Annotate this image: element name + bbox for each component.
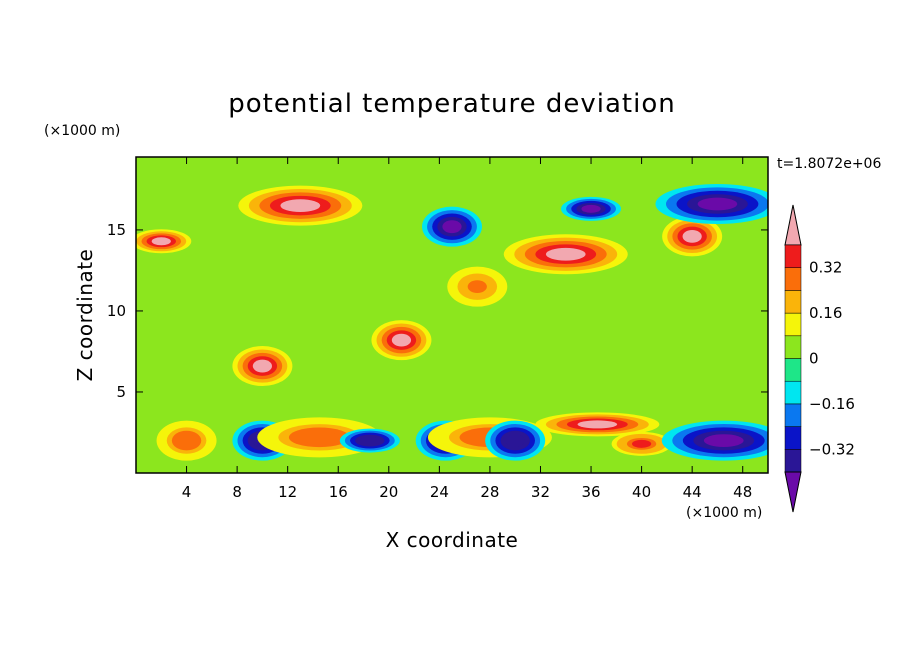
z-unit-label: (×1000 m) — [44, 123, 120, 139]
field-feature — [662, 216, 723, 257]
field-contour — [176, 434, 197, 447]
field-contour — [697, 197, 738, 211]
field-feature — [485, 420, 546, 461]
field-feature — [422, 206, 482, 247]
field-contour — [151, 237, 171, 246]
colorbar-label: −0.16 — [809, 395, 855, 413]
y-axis-title: Z coordinate — [73, 249, 97, 382]
colorbar-band — [784, 426, 802, 450]
field-feature — [661, 420, 768, 461]
field-contour — [577, 420, 618, 429]
field-contour — [299, 430, 340, 444]
colorbar-band — [784, 244, 802, 268]
field-contour — [703, 434, 744, 447]
x-tick-label: 36 — [581, 483, 600, 501]
field-feature — [655, 184, 768, 224]
field-contour — [360, 436, 380, 445]
colorbar-extend-low — [784, 471, 802, 513]
field-contour — [632, 439, 652, 448]
x-unit-label: (×1000 m) — [686, 505, 762, 521]
colorbar-extend-high — [784, 204, 802, 246]
colorbar-band — [784, 335, 802, 359]
x-tick-label: 24 — [430, 483, 449, 501]
z-tick-label: 5 — [116, 383, 126, 401]
field-contour — [280, 199, 321, 213]
field-feature — [339, 428, 400, 453]
field-feature — [535, 412, 660, 437]
field-feature — [238, 185, 363, 226]
x-tick-label: 16 — [329, 483, 348, 501]
field-feature — [232, 346, 293, 387]
colorbar-band — [784, 290, 802, 314]
time-label: t=1.8072e+06 — [777, 156, 881, 172]
colorbar-band — [784, 403, 802, 427]
x-tick-label: 48 — [733, 483, 752, 501]
plot-area — [136, 157, 768, 473]
colorbar-label: 0.16 — [809, 304, 842, 322]
field-contour — [252, 359, 272, 373]
field-contour — [467, 280, 487, 294]
colorbar-label: −0.32 — [809, 440, 855, 458]
x-tick-label: 28 — [480, 483, 499, 501]
field-feature — [136, 229, 192, 254]
field-feature — [371, 320, 432, 361]
field-contour — [545, 247, 586, 261]
x-tick-label: 20 — [379, 483, 398, 501]
x-tick-label: 44 — [683, 483, 702, 501]
colorbar-band — [784, 267, 802, 291]
field-feature — [447, 266, 508, 307]
field-contour — [682, 230, 702, 243]
z-tick-label: 10 — [107, 302, 126, 320]
plot-frame — [135, 156, 769, 474]
z-axis: 5 10 15 — [107, 221, 768, 401]
colorbar-label: 0.32 — [809, 259, 842, 277]
x-tick-label: 40 — [632, 483, 651, 501]
x-tick-label: 32 — [531, 483, 550, 501]
field-feature — [503, 234, 628, 275]
x-axis-title: X coordinate — [386, 528, 519, 552]
x-tick-label: 12 — [278, 483, 297, 501]
field-contour — [505, 434, 525, 447]
x-tick-label: 8 — [232, 483, 242, 501]
colorbar-band — [784, 380, 802, 405]
field-feature — [156, 420, 217, 461]
field-layer — [136, 184, 768, 461]
field-contour — [442, 220, 462, 234]
z-tick-label: 15 — [107, 221, 126, 239]
colorbar-band — [784, 449, 802, 473]
colorbar-label: 0 — [809, 350, 819, 368]
x-tick-label: 4 — [182, 483, 192, 501]
field-feature — [611, 431, 672, 456]
x-axis: 4 8 12 16 20 24 28 32 36 40 44 48 — [182, 157, 752, 501]
field-feature — [561, 196, 622, 221]
colorbar-band — [784, 312, 802, 337]
field-contour — [391, 333, 412, 347]
chart-title: potential temperature deviation — [228, 89, 675, 119]
colorbar-band — [784, 358, 802, 382]
field-contour — [581, 204, 601, 213]
colorbar: 0.32 0.16 0 −0.16 −0.32 — [784, 204, 855, 513]
